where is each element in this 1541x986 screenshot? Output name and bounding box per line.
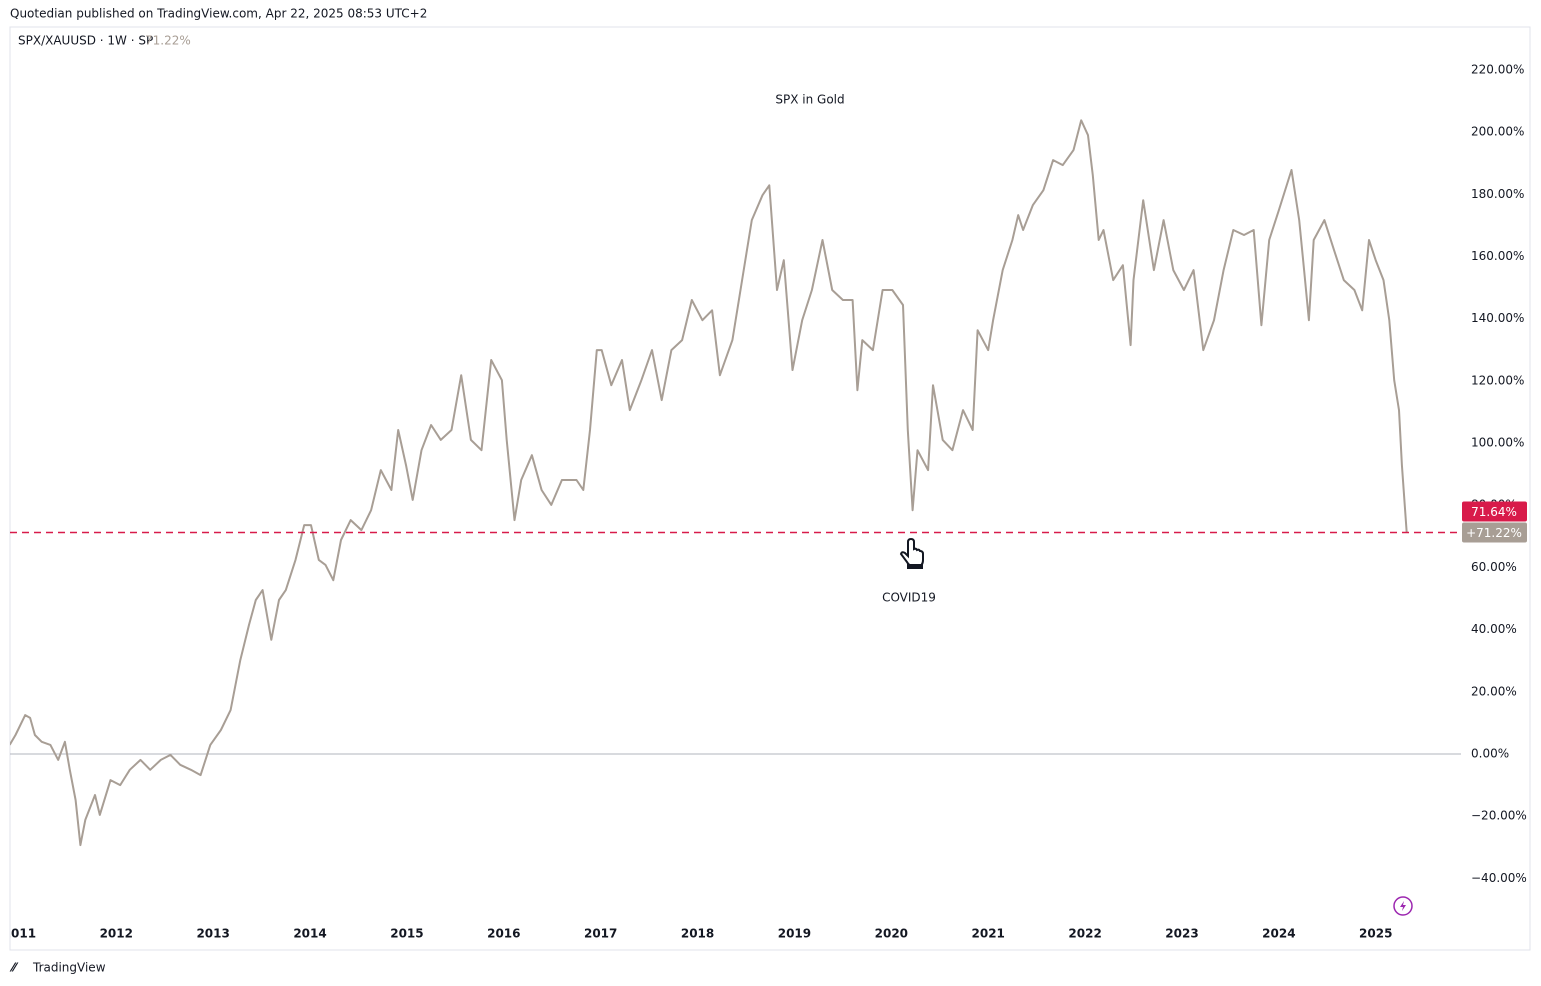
x-tick-label: 2021 — [972, 927, 1005, 941]
frame — [9, 26, 1531, 951]
y-tick-label: 20.00% — [1471, 684, 1517, 698]
x-tick-label: 2012 — [100, 927, 133, 941]
y-tick-label: 120.00% — [1471, 373, 1524, 387]
logo-mark: ⁄⁄ — [9, 961, 19, 975]
x-tick-label: 2016 — [487, 927, 520, 941]
annotation: COVID19 — [882, 591, 936, 605]
x-tick-label: 2020 — [875, 927, 908, 941]
x-tick-label: 2023 — [1165, 927, 1198, 941]
x-tick-label: 2011 — [3, 927, 36, 941]
x-tick-label: 2014 — [293, 927, 326, 941]
header: Quotedian published on TradingView.com, … — [10, 7, 427, 21]
x-tick-label: 2018 — [681, 927, 714, 941]
plot-area — [10, 119, 1461, 847]
y-tick-label: 200.00% — [1471, 125, 1524, 139]
x-tick-label: 2022 — [1068, 927, 1101, 941]
symbol: SPX/XAUUSD · 1W · SP — [18, 34, 153, 48]
hand-icon — [899, 537, 924, 569]
y-tick-label: 60.00% — [1471, 560, 1517, 574]
x-tick-label: 2013 — [196, 927, 229, 941]
y-tick-label: 180.00% — [1471, 187, 1524, 201]
footer: TradingView — [32, 961, 106, 975]
legend-value: 71.22% — [145, 34, 191, 48]
x-tick-label: 2019 — [778, 927, 811, 941]
price-tag-label: 71.64% — [1471, 505, 1517, 519]
y-tick-label: −20.00% — [1471, 809, 1527, 823]
y-tick-label: 100.00% — [1471, 436, 1524, 450]
x-tick-label: 2015 — [390, 927, 423, 941]
y-tick-label: 40.00% — [1471, 622, 1517, 636]
x-tick-label: 2017 — [584, 927, 617, 941]
price-line — [10, 119, 1408, 847]
price-tag — [1462, 501, 1527, 522]
y-tick-label: −40.00% — [1471, 871, 1527, 885]
y-tick-label: 0.00% — [1471, 746, 1509, 760]
x-tick-label: 2024 — [1262, 927, 1295, 941]
x-tick-label: 2025 — [1359, 927, 1392, 941]
y-tick-label: 140.00% — [1471, 311, 1524, 325]
chart-title: SPX in Gold — [775, 93, 844, 107]
y-tick-label: 220.00% — [1471, 62, 1524, 76]
price-tag — [1462, 522, 1527, 543]
price-tag-label: +71.22% — [1466, 526, 1522, 540]
y-tick-label: 160.00% — [1471, 249, 1524, 263]
lightning-icon — [1393, 896, 1413, 916]
